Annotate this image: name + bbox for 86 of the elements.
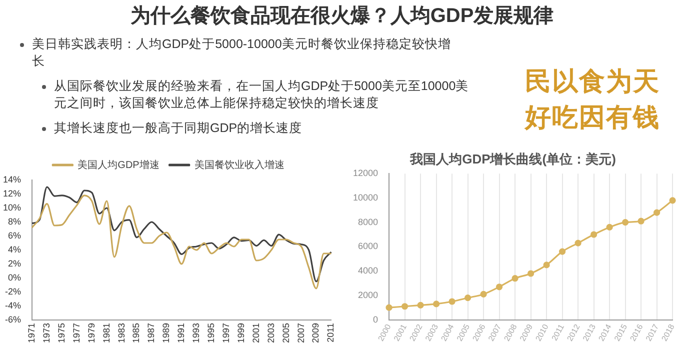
x-tick-label: 2003 bbox=[424, 322, 440, 343]
x-tick-label: 2014 bbox=[596, 322, 614, 343]
x-tick-label: 1991 bbox=[176, 322, 186, 344]
x-tick-label: 2005 bbox=[280, 322, 291, 344]
point bbox=[512, 275, 518, 282]
x-tick-label: 2004 bbox=[439, 322, 456, 343]
x-tick-label: 1989 bbox=[161, 322, 172, 344]
point bbox=[401, 303, 408, 310]
text: 好吃因有钱 bbox=[525, 101, 660, 134]
x-tick-label: 2007 bbox=[486, 322, 504, 343]
y-tick-label: 12% bbox=[3, 188, 22, 198]
x-tick-label: 1977 bbox=[71, 322, 82, 344]
x-tick-label: 2011 bbox=[326, 322, 336, 342]
point bbox=[606, 224, 613, 230]
x-tick-label: 2010 bbox=[534, 322, 550, 343]
point bbox=[574, 240, 582, 246]
y-tick-label: 0% bbox=[8, 272, 22, 282]
x-tick-label: 2003 bbox=[266, 322, 276, 344]
point bbox=[496, 284, 503, 290]
x-tick-label: 2013 bbox=[581, 322, 598, 343]
text: 民以食为天 bbox=[525, 65, 660, 98]
y-tick-label: 2000 bbox=[358, 290, 378, 300]
point bbox=[448, 298, 456, 305]
x-tick-label: 2000 bbox=[376, 322, 393, 343]
y-tick-label: 4000 bbox=[358, 266, 378, 276]
x-tick-label: 2015 bbox=[612, 322, 630, 343]
point bbox=[669, 197, 676, 204]
y-tick-label: 6000 bbox=[358, 241, 378, 252]
y-tick-label: 4% bbox=[8, 244, 22, 254]
y-tick-label: 0 bbox=[373, 314, 378, 324]
y-tick-label: 6% bbox=[8, 230, 22, 240]
x-tick-label: 2011 bbox=[550, 322, 566, 342]
y-tick-label: 8000 bbox=[358, 216, 378, 227]
point bbox=[543, 262, 550, 268]
legend-label: 美国人均GDP增速 bbox=[78, 158, 160, 171]
point bbox=[432, 300, 440, 308]
x-tick-label: 1981 bbox=[101, 322, 112, 344]
point bbox=[558, 248, 566, 255]
y-tick-label: 14% bbox=[3, 174, 22, 184]
y-tick-label: 8% bbox=[8, 216, 22, 226]
text: 从国际餐饮业发展的经验来看，在一国人均GDP处于5000美元至10000美元之间时，该国餐饮业总体上能保持稳定较快的增长速度 bbox=[54, 78, 470, 112]
x-tick-label: 2012 bbox=[565, 322, 582, 343]
y-tick-label: 12000 bbox=[352, 168, 378, 178]
point bbox=[527, 270, 534, 277]
x-tick-label: 2018 bbox=[660, 322, 677, 343]
text: 美日韩实践表明：人均GDP处于5000-10000美元时餐饮业保持稳定较快增长 bbox=[32, 36, 452, 70]
x-tick-label: 1983 bbox=[116, 322, 126, 344]
point bbox=[654, 209, 660, 216]
point bbox=[464, 294, 472, 302]
x-tick-label: 1985 bbox=[131, 322, 142, 344]
x-tick-label: 1973 bbox=[41, 322, 52, 344]
x-tick-label: 1979 bbox=[86, 322, 96, 344]
x-tick-label: 2002 bbox=[408, 322, 424, 343]
x-tick-label: 1997 bbox=[220, 322, 231, 344]
y-tick-label: 10% bbox=[3, 202, 22, 212]
x-tick-label: 2017 bbox=[644, 322, 661, 343]
point bbox=[622, 219, 629, 226]
y-tick-label: -2% bbox=[5, 286, 22, 296]
x-tick-label: 2001 bbox=[392, 322, 409, 343]
y-tick-label: -4% bbox=[5, 300, 22, 310]
point bbox=[638, 218, 644, 224]
x-tick-label: 2007 bbox=[296, 322, 306, 344]
x-tick-label: 1999 bbox=[236, 322, 246, 344]
x-tick-label: 1971 bbox=[26, 322, 36, 344]
x-tick-label: 2006 bbox=[470, 322, 488, 343]
point bbox=[386, 304, 392, 311]
text: 其增长速度也一般高于同期GDP的增长速度 bbox=[54, 120, 304, 137]
y-tick-label: -6% bbox=[5, 314, 22, 324]
text: 为什么餐饮食品现在很火爆？人均GDP发展规律 bbox=[129, 4, 555, 29]
x-tick-label: 2009 bbox=[518, 322, 535, 343]
x-tick-label: 2005 bbox=[455, 322, 472, 343]
legend-label: 美国餐饮业收入增速 bbox=[194, 158, 284, 171]
x-tick-label: 2016 bbox=[628, 322, 646, 343]
y-tick-label: 10000 bbox=[352, 192, 378, 202]
x-tick-label: 2001 bbox=[250, 322, 261, 344]
point bbox=[590, 231, 598, 238]
chart-title: 我国人均GDP增长曲线(单位：美元) bbox=[409, 151, 616, 166]
x-tick-label: 2009 bbox=[310, 322, 321, 344]
x-tick-label: 1993 bbox=[191, 322, 202, 344]
point bbox=[480, 290, 487, 298]
x-tick-label: 1987 bbox=[146, 322, 156, 344]
point bbox=[417, 302, 424, 308]
x-tick-label: 2008 bbox=[502, 322, 519, 343]
x-tick-label: 1975 bbox=[56, 322, 66, 344]
x-tick-label: 1995 bbox=[206, 322, 216, 344]
y-tick-label: 2% bbox=[8, 258, 22, 268]
